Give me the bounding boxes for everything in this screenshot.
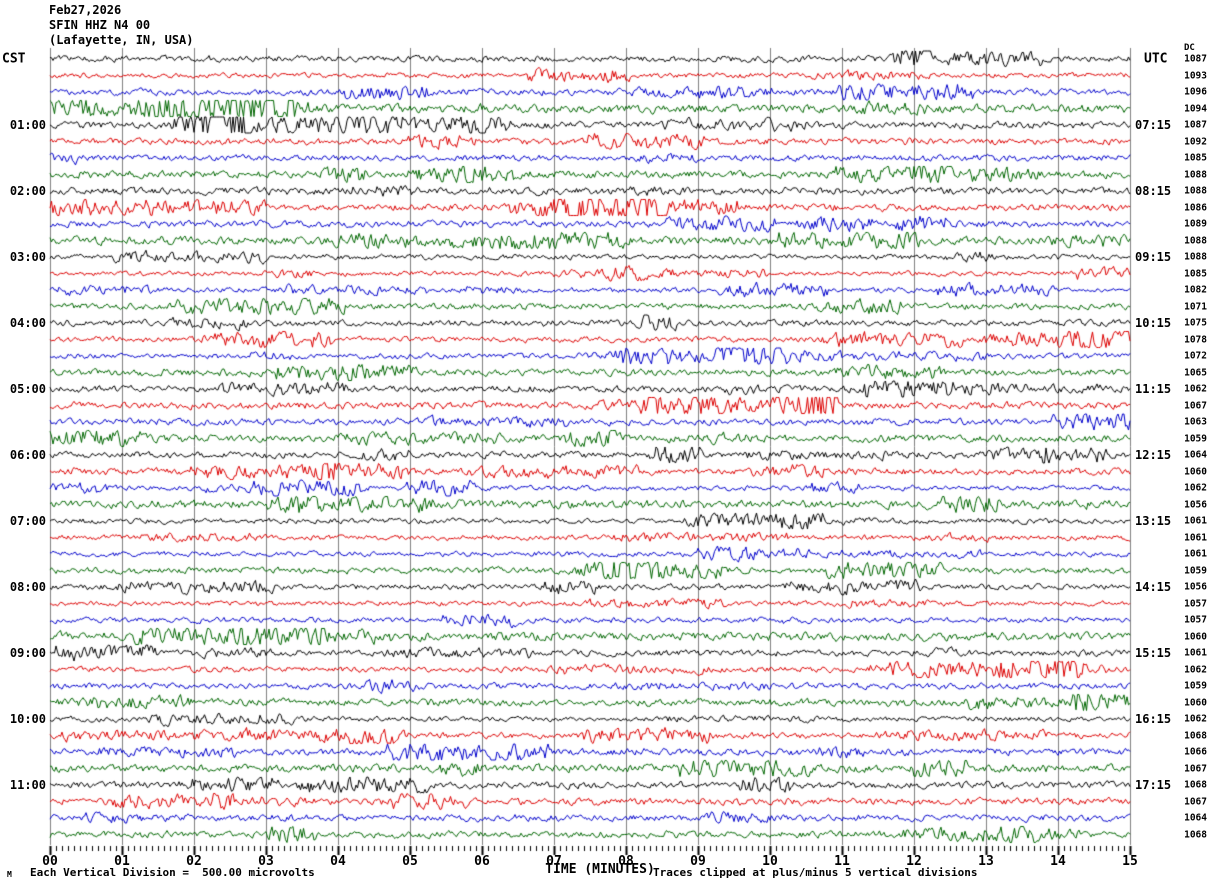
dc-value: 1061 bbox=[1184, 647, 1207, 659]
cst-hour-label: 03:00 bbox=[9, 250, 46, 264]
x-axis-tick-label: 00 bbox=[42, 854, 58, 869]
dc-value: 1060 bbox=[1184, 697, 1207, 708]
dc-value: 1067 bbox=[1184, 763, 1207, 774]
dc-value: 1092 bbox=[1184, 136, 1207, 147]
utc-hour-label: 12:15 bbox=[1135, 448, 1172, 462]
dc-value: 1064 bbox=[1184, 812, 1207, 824]
title-date: Feb27,2026 bbox=[49, 3, 122, 17]
cst-hour-label: 01:00 bbox=[9, 118, 46, 132]
dc-value: 1065 bbox=[1184, 367, 1207, 378]
cst-hour-label: 07:00 bbox=[9, 514, 46, 528]
dc-value: 1089 bbox=[1184, 218, 1207, 230]
dc-value: 1067 bbox=[1184, 400, 1207, 411]
dc-value: 1094 bbox=[1184, 103, 1207, 114]
dc-column-header: DC bbox=[1184, 43, 1195, 53]
utc-hour-label: 11:15 bbox=[1135, 382, 1172, 396]
x-axis-tick-label: 06 bbox=[474, 854, 490, 869]
dc-value: 1078 bbox=[1184, 334, 1207, 345]
x-axis-tick-label: 11 bbox=[834, 854, 850, 869]
cst-hour-label: 08:00 bbox=[9, 580, 46, 594]
dc-value: 1082 bbox=[1184, 284, 1207, 296]
dc-value: 1087 bbox=[1184, 53, 1207, 65]
left-axis-label-cst: CST bbox=[2, 51, 26, 67]
utc-hour-label: 08:15 bbox=[1135, 184, 1172, 198]
utc-hour-label: 13:15 bbox=[1135, 514, 1172, 528]
dc-value: 1057 bbox=[1184, 598, 1207, 609]
dc-value: 1088 bbox=[1184, 235, 1207, 246]
cst-hour-label: 06:00 bbox=[9, 448, 46, 462]
x-axis-tick-label: 14 bbox=[1050, 854, 1066, 869]
dc-value: 1088 bbox=[1184, 185, 1207, 197]
x-axis-tick-label: 02 bbox=[186, 854, 202, 869]
dc-value: 1087 bbox=[1184, 119, 1207, 131]
dc-value: 1062 bbox=[1184, 713, 1207, 725]
x-axis-tick-label: 03 bbox=[258, 854, 274, 869]
title-station: SFIN HHZ N4 00 bbox=[49, 18, 151, 32]
dc-value: 1056 bbox=[1184, 499, 1207, 510]
dc-value: 1088 bbox=[1184, 169, 1207, 180]
x-axis-tick-label: 04 bbox=[330, 854, 346, 869]
dc-value: 1066 bbox=[1184, 746, 1207, 758]
footer-units-mark: M bbox=[7, 870, 12, 879]
x-axis-tick-label: 13 bbox=[978, 854, 994, 869]
dc-value: 1096 bbox=[1184, 86, 1207, 98]
dc-value: 1071 bbox=[1184, 301, 1207, 312]
x-axis-tick-label: 15 bbox=[1122, 854, 1138, 869]
utc-hour-label: 09:15 bbox=[1135, 250, 1172, 264]
utc-hour-label: 16:15 bbox=[1135, 712, 1172, 726]
cst-hour-label: 09:00 bbox=[9, 646, 46, 660]
dc-value: 1093 bbox=[1184, 70, 1207, 81]
dc-value: 1057 bbox=[1184, 614, 1207, 626]
dc-value: 1060 bbox=[1184, 466, 1207, 477]
x-axis-tick-label: 10 bbox=[762, 854, 778, 869]
dc-value: 1060 bbox=[1184, 631, 1207, 642]
utc-hour-label: 17:15 bbox=[1135, 778, 1172, 792]
dc-value: 1061 bbox=[1184, 515, 1207, 527]
x-axis-tick-label: 12 bbox=[906, 854, 922, 869]
x-axis-tick-label: 08 bbox=[618, 854, 634, 869]
x-axis-tick-label: 09 bbox=[690, 854, 706, 869]
cst-hour-label: 11:00 bbox=[9, 778, 46, 792]
dc-value: 1067 bbox=[1184, 796, 1207, 807]
cst-hour-label: 05:00 bbox=[9, 382, 46, 396]
right-axis-label-utc: UTC bbox=[1144, 51, 1168, 67]
dc-value: 1075 bbox=[1184, 317, 1207, 329]
dc-value: 1088 bbox=[1184, 251, 1207, 263]
dc-value: 1068 bbox=[1184, 730, 1207, 741]
dc-value: 1068 bbox=[1184, 829, 1207, 840]
dc-value: 1062 bbox=[1184, 664, 1207, 675]
utc-hour-label: 07:15 bbox=[1135, 118, 1172, 132]
dc-value: 1059 bbox=[1184, 680, 1207, 692]
dc-value: 1061 bbox=[1184, 548, 1207, 560]
cst-hour-label: 04:00 bbox=[9, 316, 46, 330]
utc-hour-label: 15:15 bbox=[1135, 646, 1172, 660]
dc-value: 1061 bbox=[1184, 532, 1207, 543]
footer-vertical-division-note: Each Vertical Division = 500.00 microvol… bbox=[30, 866, 315, 879]
dc-value: 1059 bbox=[1184, 433, 1207, 444]
dc-value: 1062 bbox=[1184, 482, 1207, 494]
dc-value: 1059 bbox=[1184, 565, 1207, 576]
x-axis-tick-label: 05 bbox=[402, 854, 418, 869]
utc-hour-label: 14:15 bbox=[1135, 580, 1172, 594]
dc-value: 1086 bbox=[1184, 202, 1207, 213]
cst-hour-label: 10:00 bbox=[9, 712, 46, 726]
dc-value: 1085 bbox=[1184, 152, 1207, 164]
x-axis-tick-label: 07 bbox=[546, 854, 562, 869]
dc-value: 1056 bbox=[1184, 581, 1207, 593]
dc-value: 1062 bbox=[1184, 383, 1207, 395]
x-axis-title: TIME (MINUTES) bbox=[545, 862, 655, 877]
dc-value: 1085 bbox=[1184, 268, 1207, 279]
utc-hour-label: 10:15 bbox=[1135, 316, 1172, 330]
dc-value: 1068 bbox=[1184, 779, 1207, 791]
x-axis-tick-label: 01 bbox=[114, 854, 130, 869]
cst-hour-label: 02:00 bbox=[9, 184, 46, 198]
title-location: (Lafayette, IN, USA) bbox=[49, 33, 194, 47]
dc-value: 1064 bbox=[1184, 449, 1207, 461]
footer-clipping-note: Traces clipped at plus/minus 5 vertical … bbox=[653, 866, 978, 879]
dc-value: 1063 bbox=[1184, 416, 1207, 428]
dc-value: 1072 bbox=[1184, 350, 1207, 362]
